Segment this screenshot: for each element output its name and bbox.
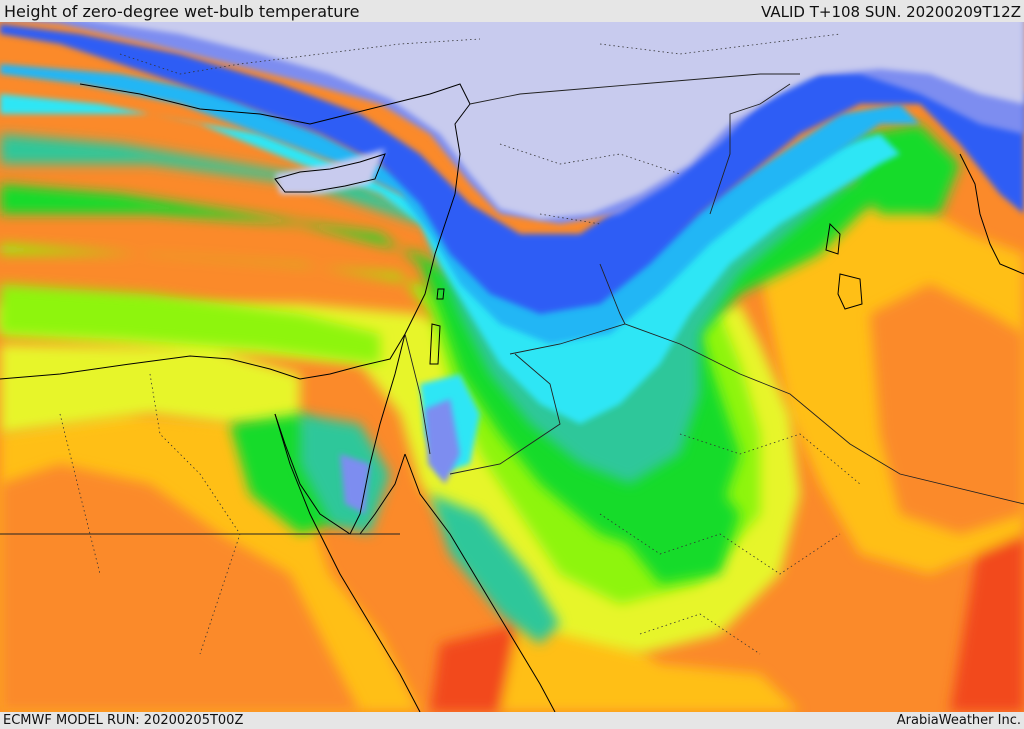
- border-jordan-saudi-south: [449, 353, 561, 475]
- band-10-arabia: [870, 284, 1024, 534]
- band-6: [0, 174, 900, 554]
- model-run-label: ECMWF MODEL RUN: 20200205T00Z: [3, 713, 244, 728]
- provinces-iraq: [499, 143, 681, 225]
- band-10-africa: [0, 464, 360, 712]
- country-borders: [0, 73, 1024, 535]
- band-7-egypt: [0, 284, 380, 364]
- border-iraq-east: [709, 83, 791, 215]
- coastline-turkey: [79, 83, 471, 195]
- coastline-red-sea-west: [274, 413, 421, 712]
- border-saudi-jordan: [509, 323, 1024, 505]
- band-5: [0, 134, 880, 484]
- provinces-egypt: [59, 373, 241, 655]
- province-borders: [59, 33, 861, 655]
- band-3: [0, 64, 920, 344]
- band-8-egypt: [0, 344, 300, 434]
- border-syria-turkey: [469, 73, 800, 105]
- header-bar: Height of zero-degree wet-bulb temperatu…: [0, 0, 1024, 22]
- border-sinai-israel: [404, 333, 431, 455]
- border-iraq-syria: [599, 263, 626, 325]
- coastline-red-sea-east: [404, 453, 556, 712]
- provinces-saudi: [599, 433, 861, 655]
- footer-bar: ECMWF MODEL RUN: 20200205T00Z ArabiaWeat…: [0, 712, 1024, 729]
- band-6-arabia-a: [620, 464, 740, 584]
- bahrain-qatar: [825, 222, 863, 310]
- gulf-coast: [959, 153, 1024, 275]
- band-highest-yemen: [950, 514, 1024, 712]
- credit-label: ArabiaWeather Inc.: [896, 713, 1021, 728]
- coastline-egypt: [0, 333, 406, 380]
- band-lowest: [20, 14, 1024, 219]
- valid-time: VALID T+108 SUN. 20200209T12Z: [761, 3, 1021, 21]
- coastline-sinai-gulf-suez: [274, 333, 406, 535]
- dead-sea: [429, 323, 441, 365]
- band-2-jordan: [425, 399, 460, 484]
- coastlines: [0, 83, 1024, 712]
- weather-map: [0, 14, 1024, 712]
- coastline-levant: [404, 193, 456, 335]
- map-title: Height of zero-degree wet-bulb temperatu…: [4, 2, 360, 21]
- coastline-aqaba: [359, 453, 406, 535]
- coastline-cyprus: [274, 153, 386, 193]
- band-5-red-sea: [430, 494, 560, 644]
- band-7: [0, 244, 760, 604]
- sea-of-galilee: [436, 288, 445, 300]
- band-9-south: [500, 614, 800, 712]
